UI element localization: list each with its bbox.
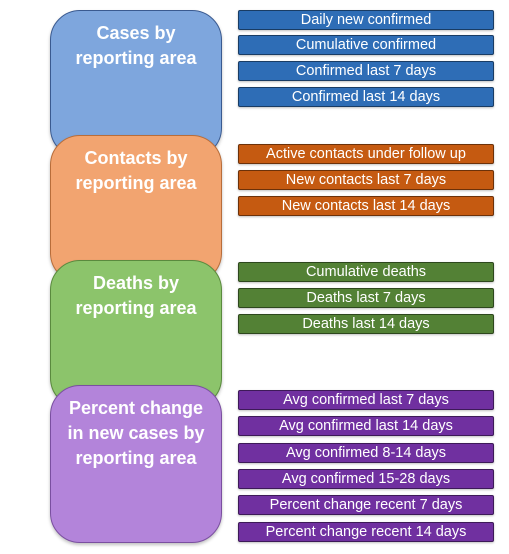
category-deaths-line-2: reporting area <box>75 298 197 318</box>
item-avg-confirmed-last-14: Avg confirmed last 14 days <box>238 416 494 436</box>
category-cases-line-2: reporting area <box>75 48 197 68</box>
category-contacts-line-1: Contacts by <box>84 148 188 168</box>
category-percent-line-2: in new cases by <box>67 423 205 443</box>
item-avg-confirmed-last-7: Avg confirmed last 7 days <box>238 390 494 410</box>
item-new-contacts-7-days: New contacts last 7 days <box>238 170 494 190</box>
category-deaths-line-1: Deaths by <box>92 273 180 293</box>
item-percent-change-7: Percent change recent 7 days <box>238 495 494 515</box>
category-contacts: Contacts by reporting area <box>50 135 222 283</box>
category-cases-line-1: Cases by <box>96 23 176 43</box>
category-percent-line-1: Percent change <box>68 398 204 418</box>
item-new-contacts-14-days: New contacts last 14 days <box>238 196 494 216</box>
item-deaths-last-7-days: Deaths last 7 days <box>238 288 494 308</box>
item-cumulative-confirmed: Cumulative confirmed <box>238 35 494 55</box>
item-avg-confirmed-15-28: Avg confirmed 15-28 days <box>238 469 494 489</box>
category-deaths: Deaths by reporting area <box>50 260 222 408</box>
item-cumulative-deaths: Cumulative deaths <box>238 262 494 282</box>
item-confirmed-last-7-days: Confirmed last 7 days <box>238 61 494 81</box>
category-percent-change: Percent change in new cases by reporting… <box>50 385 222 543</box>
item-active-contacts: Active contacts under follow up <box>238 144 494 164</box>
item-daily-new-confirmed: Daily new confirmed <box>238 10 494 30</box>
item-avg-confirmed-8-14: Avg confirmed 8-14 days <box>238 443 494 463</box>
item-percent-change-14: Percent change recent 14 days <box>238 522 494 542</box>
item-deaths-last-14-days: Deaths last 14 days <box>238 314 494 334</box>
item-confirmed-last-14-days: Confirmed last 14 days <box>238 87 494 107</box>
category-contacts-line-2: reporting area <box>75 173 197 193</box>
category-cases: Cases by reporting area <box>50 10 222 158</box>
category-percent-line-3: reporting area <box>75 448 197 468</box>
